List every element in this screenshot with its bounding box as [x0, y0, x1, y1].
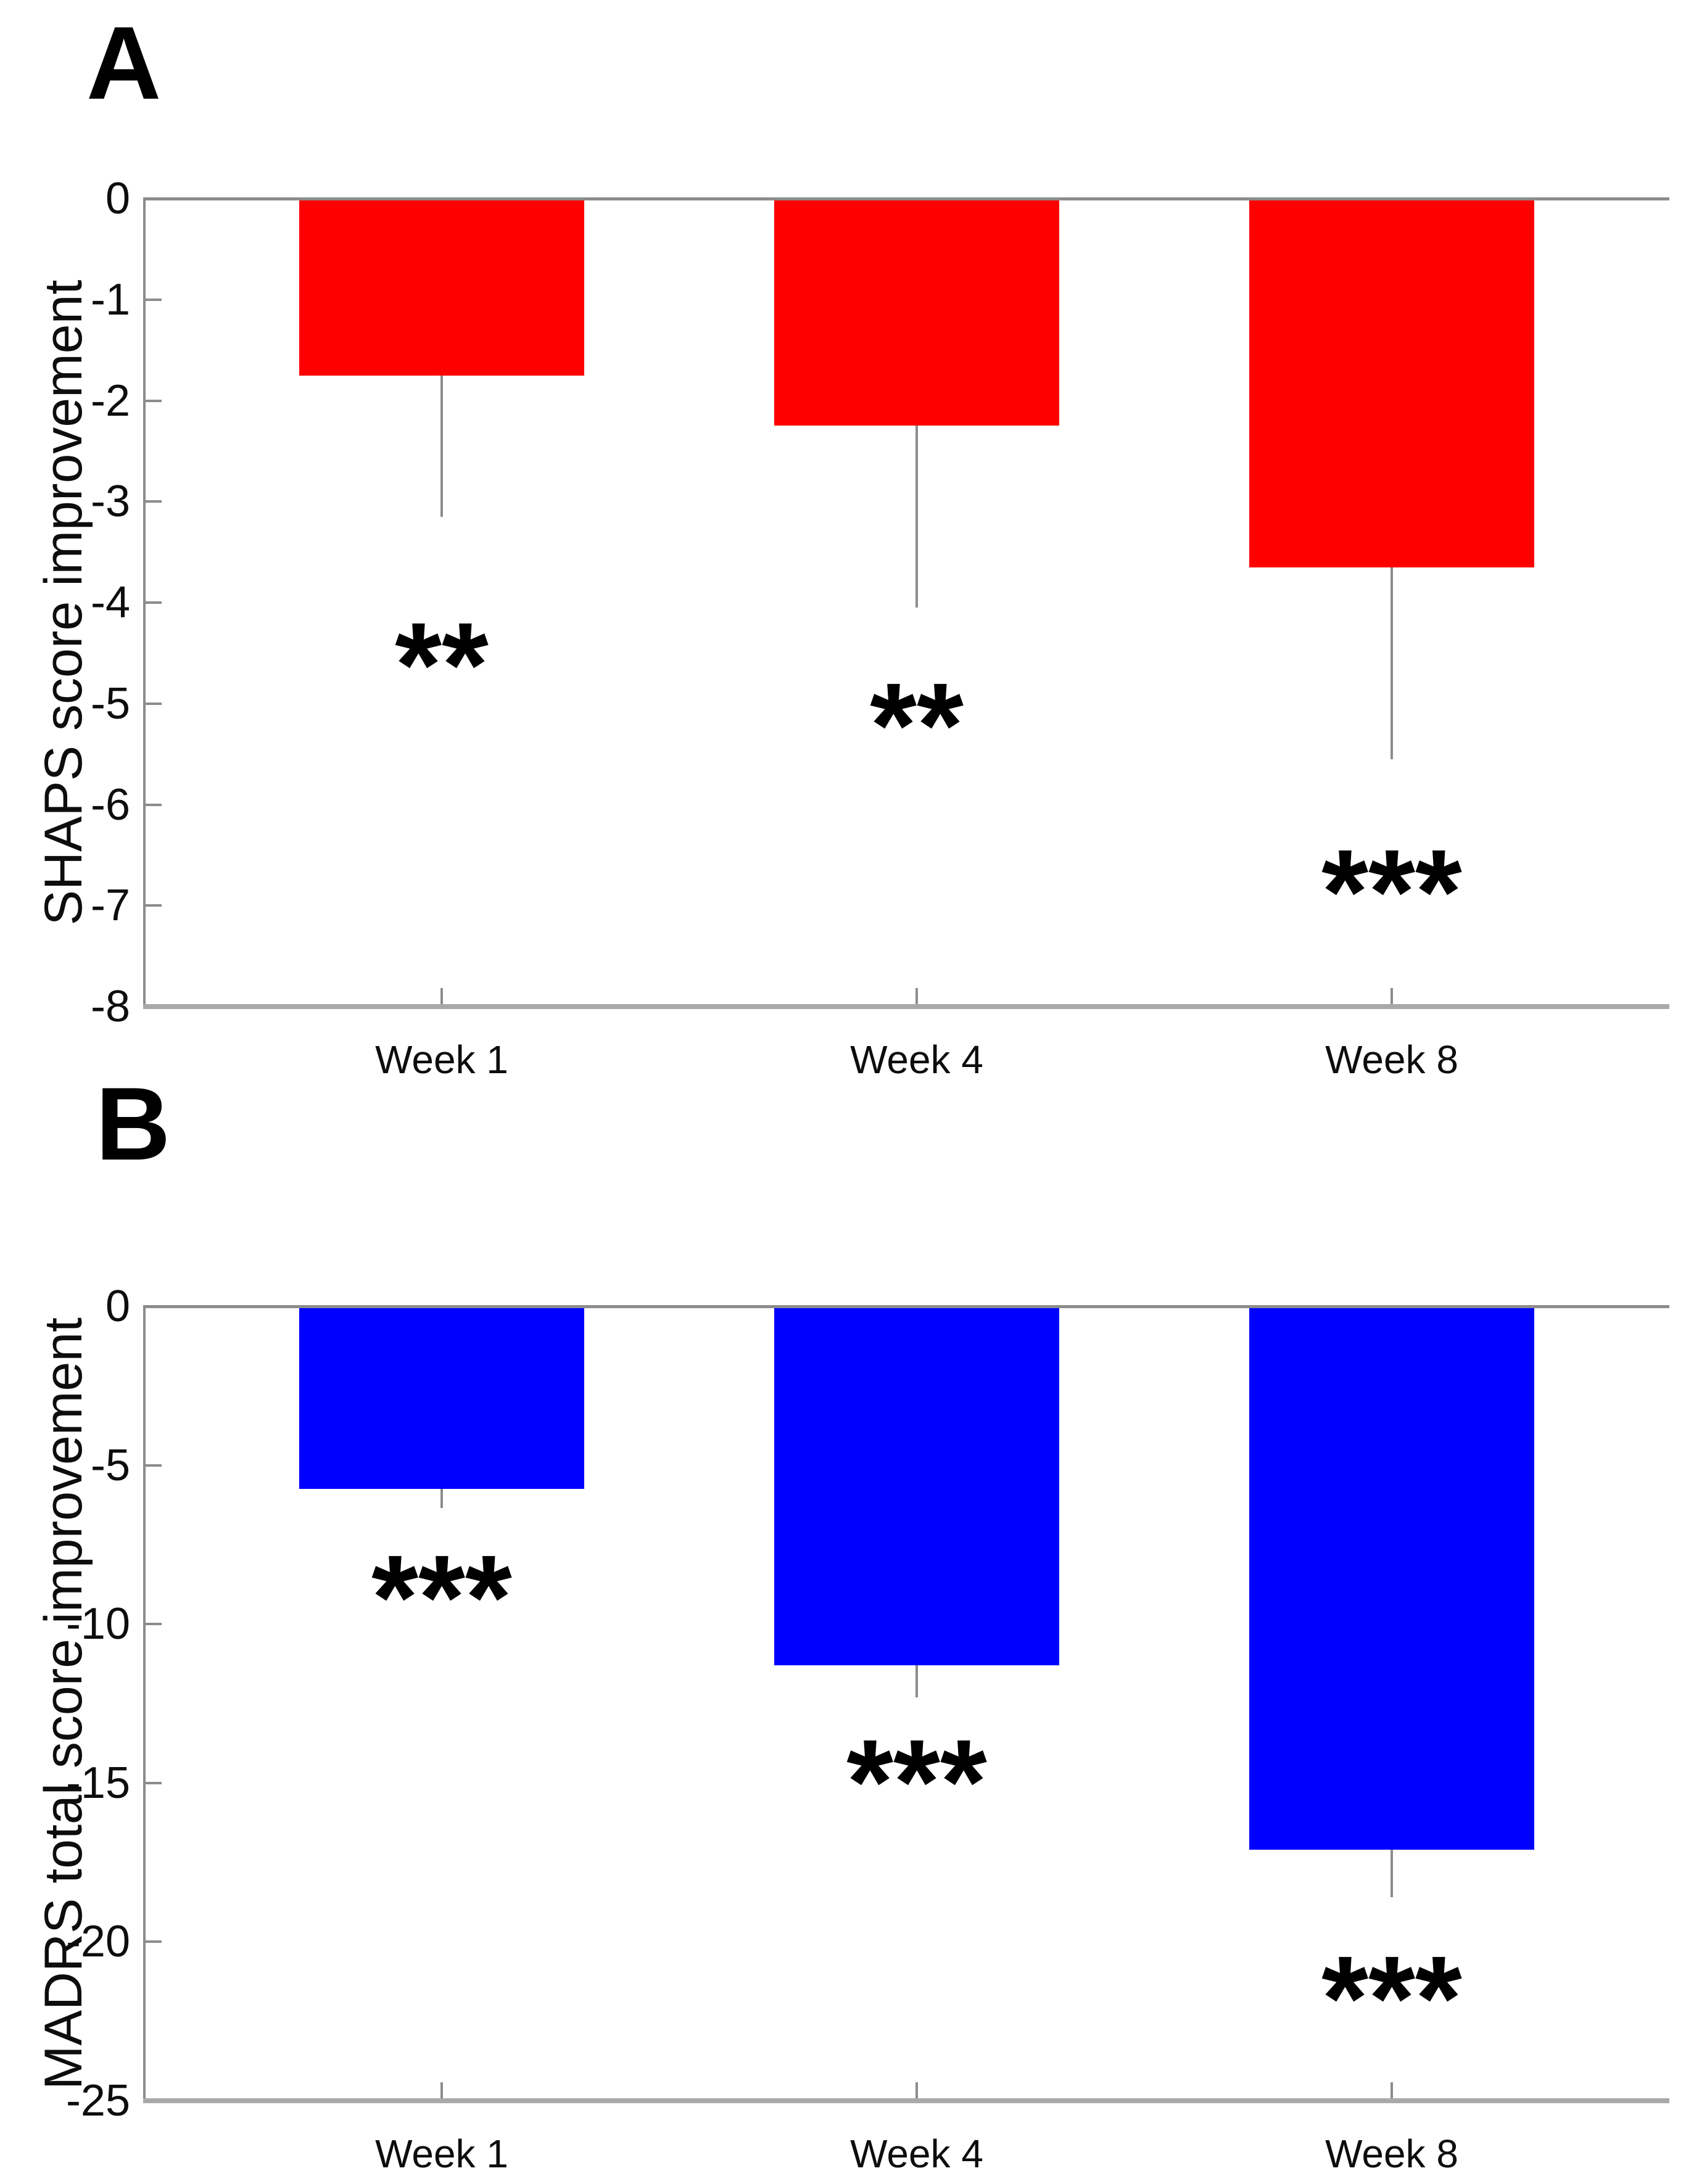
panel-b-y-axis-title: MADRS total score improvement: [34, 1317, 93, 2090]
bar-week-1: [299, 1306, 584, 1490]
y-axis-line: [143, 1305, 146, 2103]
x-axis-line: [143, 1004, 1669, 1009]
x-tick: [915, 2082, 918, 2098]
panel-a-letter: A: [86, 5, 162, 121]
panel-a-plot-area: ** ** *** 0 -1 -2 -3 -4 -5 -6 -7 -8 Week 1 Week 4 Week…: [91, 176, 1669, 1079]
bar-week-4: [774, 1306, 1059, 1666]
error-bar: [440, 375, 443, 517]
significance-stars: **: [870, 658, 964, 793]
y-tick: [146, 1781, 162, 1784]
y-tick-label: -1: [90, 274, 130, 324]
x-tick: [915, 988, 918, 1004]
y-axis-line: [143, 197, 146, 1008]
x-tick: [1391, 988, 1393, 1004]
panel-b-plot-area: *** *** *** 0 -5 -10 -15 -20 -25 Week 1 Week 4 Week…: [66, 1284, 1669, 2174]
significance-stars: ***: [1321, 825, 1462, 960]
error-bar: [1391, 1849, 1393, 1898]
x-tick: [440, 2082, 443, 2098]
y-tick: [146, 601, 162, 604]
error-bar: [1391, 567, 1393, 759]
y-tick: [146, 298, 162, 301]
y-tick-label: -6: [90, 780, 130, 830]
y-tick: [146, 399, 162, 402]
y-tick-label: -8: [90, 982, 130, 1031]
y-tick-label: 0: [105, 1282, 130, 1331]
y-tick: [146, 1940, 162, 1943]
y-tick-label: -15: [65, 1758, 130, 1808]
panel-b-letter: B: [96, 1066, 171, 1182]
y-tick-label: -20: [65, 1917, 130, 1967]
bar-week-4: [774, 199, 1059, 426]
x-category-label: Week 1: [375, 2132, 508, 2176]
y-tick-label: -3: [90, 477, 130, 527]
y-tick: [146, 1464, 162, 1467]
y-tick-label: -2: [90, 376, 130, 426]
y-tick: [146, 803, 162, 806]
significance-stars: **: [395, 597, 489, 732]
y-tick: [146, 904, 162, 907]
error-bar: [915, 426, 918, 608]
x-category-label: Week 8: [1325, 2132, 1458, 2176]
y-tick: [146, 500, 162, 503]
x-tick: [1391, 2082, 1393, 2098]
x-category-label: Week 4: [850, 1037, 983, 1082]
x-category-label: Week 4: [850, 2132, 983, 2176]
y-tick-label: 0: [105, 174, 130, 223]
significance-stars: ***: [1321, 1931, 1462, 2066]
y-tick-label: -10: [65, 1599, 130, 1649]
significance-stars: ***: [846, 1715, 987, 1850]
y-tick-label: -4: [90, 578, 130, 627]
x-axis-line: [143, 2098, 1669, 2103]
y-tick-label: -5: [90, 1440, 130, 1490]
bar-week-8: [1249, 1306, 1534, 1850]
x-category-label: Week 8: [1325, 1037, 1458, 1082]
y-tick-label: -25: [65, 2076, 130, 2125]
bar-week-8: [1249, 199, 1534, 567]
y-tick: [146, 702, 162, 705]
y-tick-label: -7: [90, 881, 130, 931]
x-category-label: Week 1: [375, 1037, 508, 1082]
zero-line: [143, 197, 1669, 200]
x-tick: [440, 988, 443, 1004]
bar-week-1: [299, 199, 584, 376]
error-bar: [440, 1489, 443, 1509]
zero-line: [143, 1305, 1669, 1308]
y-tick-label: -5: [90, 678, 130, 728]
error-bar: [915, 1665, 918, 1697]
significance-stars: ***: [371, 1530, 512, 1665]
y-tick: [146, 1623, 162, 1626]
